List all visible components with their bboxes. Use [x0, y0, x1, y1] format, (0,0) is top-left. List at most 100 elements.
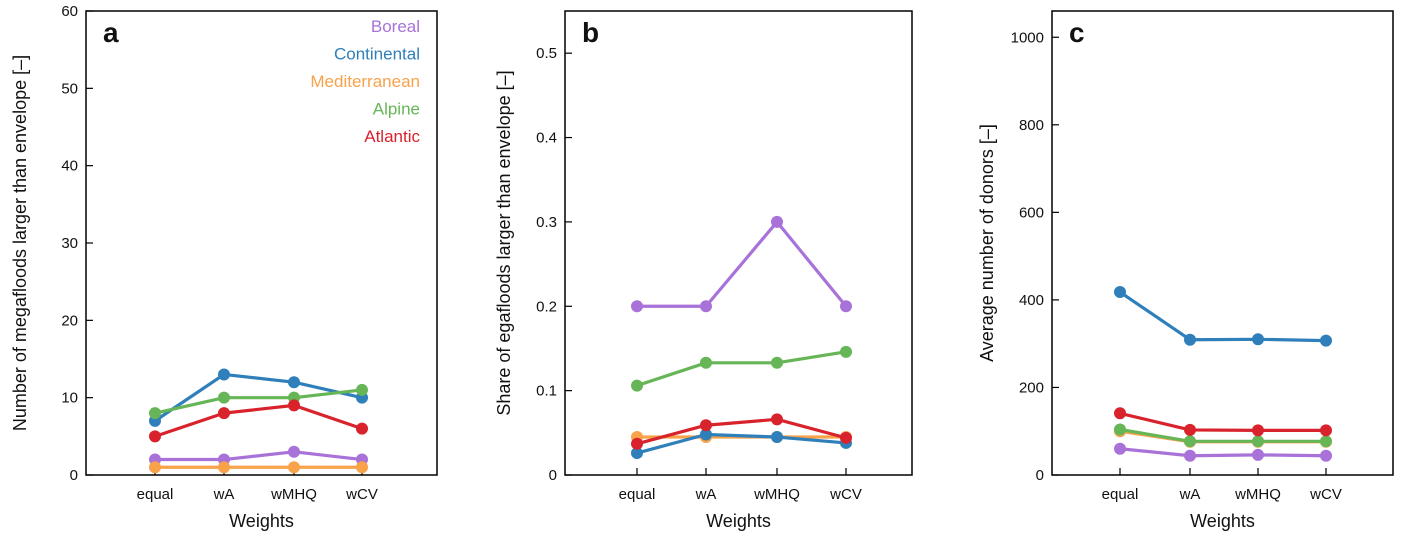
y-tick-label: 50: [61, 80, 78, 97]
y-tick-label: 0: [70, 467, 78, 484]
x-tick-label: wA: [213, 486, 235, 503]
x-tick-label: equal: [137, 486, 174, 503]
data-point-4: [840, 345, 852, 358]
series-line-4: [1118, 427, 1328, 443]
data-point-mediterranean: [149, 461, 161, 474]
data-point-1: [771, 215, 783, 228]
x-tick-label: wCV: [1309, 486, 1342, 503]
data-point-alpine: [356, 383, 368, 396]
data-point-4: [1184, 435, 1196, 448]
data-point-4: [1320, 435, 1332, 448]
data-point-1: [1320, 334, 1332, 347]
series-line-alpine: [153, 388, 364, 415]
data-point-1: [700, 300, 712, 313]
data-point-alpine: [149, 407, 161, 420]
x-tick-label: wMHQ: [1234, 486, 1281, 503]
data-point-1: [1252, 333, 1264, 346]
y-axis-title: Average number of donors [–]: [977, 124, 997, 362]
y-axis-title: Share of egafloods larger than envelope …: [494, 70, 514, 415]
x-tick-label: wA: [695, 486, 717, 503]
y-tick-label: 60: [61, 3, 78, 20]
data-point-atlantic: [149, 430, 161, 443]
data-point-5: [631, 437, 643, 450]
y-tick-label: 40: [61, 158, 78, 175]
data-point-2: [1252, 448, 1264, 461]
data-point-5: [1252, 424, 1264, 437]
data-point-5: [840, 431, 852, 444]
x-tick-label: equal: [619, 486, 656, 503]
y-tick-label: 400: [1019, 292, 1044, 309]
panel-letter: c: [1069, 17, 1085, 48]
x-axis-title: Weights: [229, 511, 294, 531]
series-line-4: [635, 350, 848, 388]
chart-panel-b: 0 0.1 0.2 0.3 0.4 0.5 equal wA wMHQ wCV Weights Sha…: [494, 10, 913, 531]
y-tick-label: 0.2: [536, 298, 557, 315]
data-point-alpine: [218, 391, 230, 404]
y-tick-label: 10: [61, 390, 78, 407]
series-line-2: [1118, 447, 1328, 458]
data-point-1: [631, 300, 643, 313]
legend-entry-mediterranean: Mediterranean: [310, 72, 420, 91]
data-point-3: [631, 447, 643, 460]
data-point-2: [1114, 442, 1126, 455]
legend-entry-atlantic: Atlantic: [364, 127, 420, 146]
data-point-1: [840, 300, 852, 313]
data-point-1: [1114, 286, 1126, 299]
data-point-1: [1184, 333, 1196, 346]
y-tick-label: 20: [61, 312, 78, 329]
x-axis-title: Weights: [706, 511, 771, 531]
x-tick-label: wCV: [829, 486, 862, 503]
x-tick-label: equal: [1102, 486, 1139, 503]
data-point-4: [771, 356, 783, 369]
plot-frame: [564, 10, 913, 476]
panel-letter: a: [103, 17, 119, 48]
data-point-atlantic: [288, 399, 300, 412]
data-point-mediterranean: [356, 461, 368, 474]
data-point-5: [1320, 424, 1332, 437]
chart-panel-a: 0 10 20 30 40 50 60 equal wA wMHQ wCV Weights Number…: [10, 3, 438, 531]
legend-entry-continental: Continental: [334, 45, 420, 64]
data-point-atlantic: [218, 407, 230, 420]
data-point-4: [1252, 435, 1264, 448]
x-tick-label: wCV: [345, 486, 378, 503]
data-point-atlantic: [356, 422, 368, 435]
y-tick-label: 0.1: [536, 383, 557, 400]
data-point-continental: [218, 368, 230, 381]
series-line-5: [635, 417, 848, 446]
y-tick-label: 200: [1019, 379, 1044, 396]
data-point-mediterranean: [218, 461, 230, 474]
y-tick-label: 600: [1019, 204, 1044, 221]
y-tick-label: 0.5: [536, 45, 557, 62]
data-point-5: [700, 419, 712, 432]
series-line-1: [1118, 290, 1328, 343]
y-tick-label: 0: [549, 467, 557, 484]
chart-panel-c: 0 200 400 600 800 1000 equal wA wMHQ wCV Weights Av…: [977, 10, 1394, 531]
y-tick-label: 0.4: [536, 130, 557, 147]
y-tick-label: 0: [1036, 467, 1044, 484]
legend-entry-alpine: Alpine: [373, 100, 420, 119]
data-point-continental: [288, 376, 300, 389]
series-line-1: [635, 220, 848, 308]
x-tick-label: wA: [1179, 486, 1201, 503]
data-point-4: [700, 356, 712, 369]
data-point-3: [700, 428, 712, 441]
data-point-3: [771, 431, 783, 444]
series-line-continental: [153, 372, 364, 423]
panel-letter: b: [582, 17, 599, 48]
series-line-boreal: [153, 450, 364, 462]
y-tick-label: 800: [1019, 117, 1044, 134]
y-tick-label: 1000: [1011, 29, 1044, 46]
data-point-4: [631, 379, 643, 392]
y-tick-label: 0.3: [536, 214, 557, 231]
data-point-2: [1184, 449, 1196, 462]
data-point-4: [1114, 423, 1126, 436]
data-point-5: [771, 413, 783, 426]
series-line-3: [635, 432, 848, 455]
legend-entry-boreal: Boreal: [371, 17, 420, 36]
data-point-boreal: [288, 445, 300, 458]
plot-frame: [1051, 10, 1394, 476]
x-tick-label: wMHQ: [270, 486, 317, 503]
x-tick-label: wMHQ: [753, 486, 800, 503]
data-point-5: [1114, 407, 1126, 420]
